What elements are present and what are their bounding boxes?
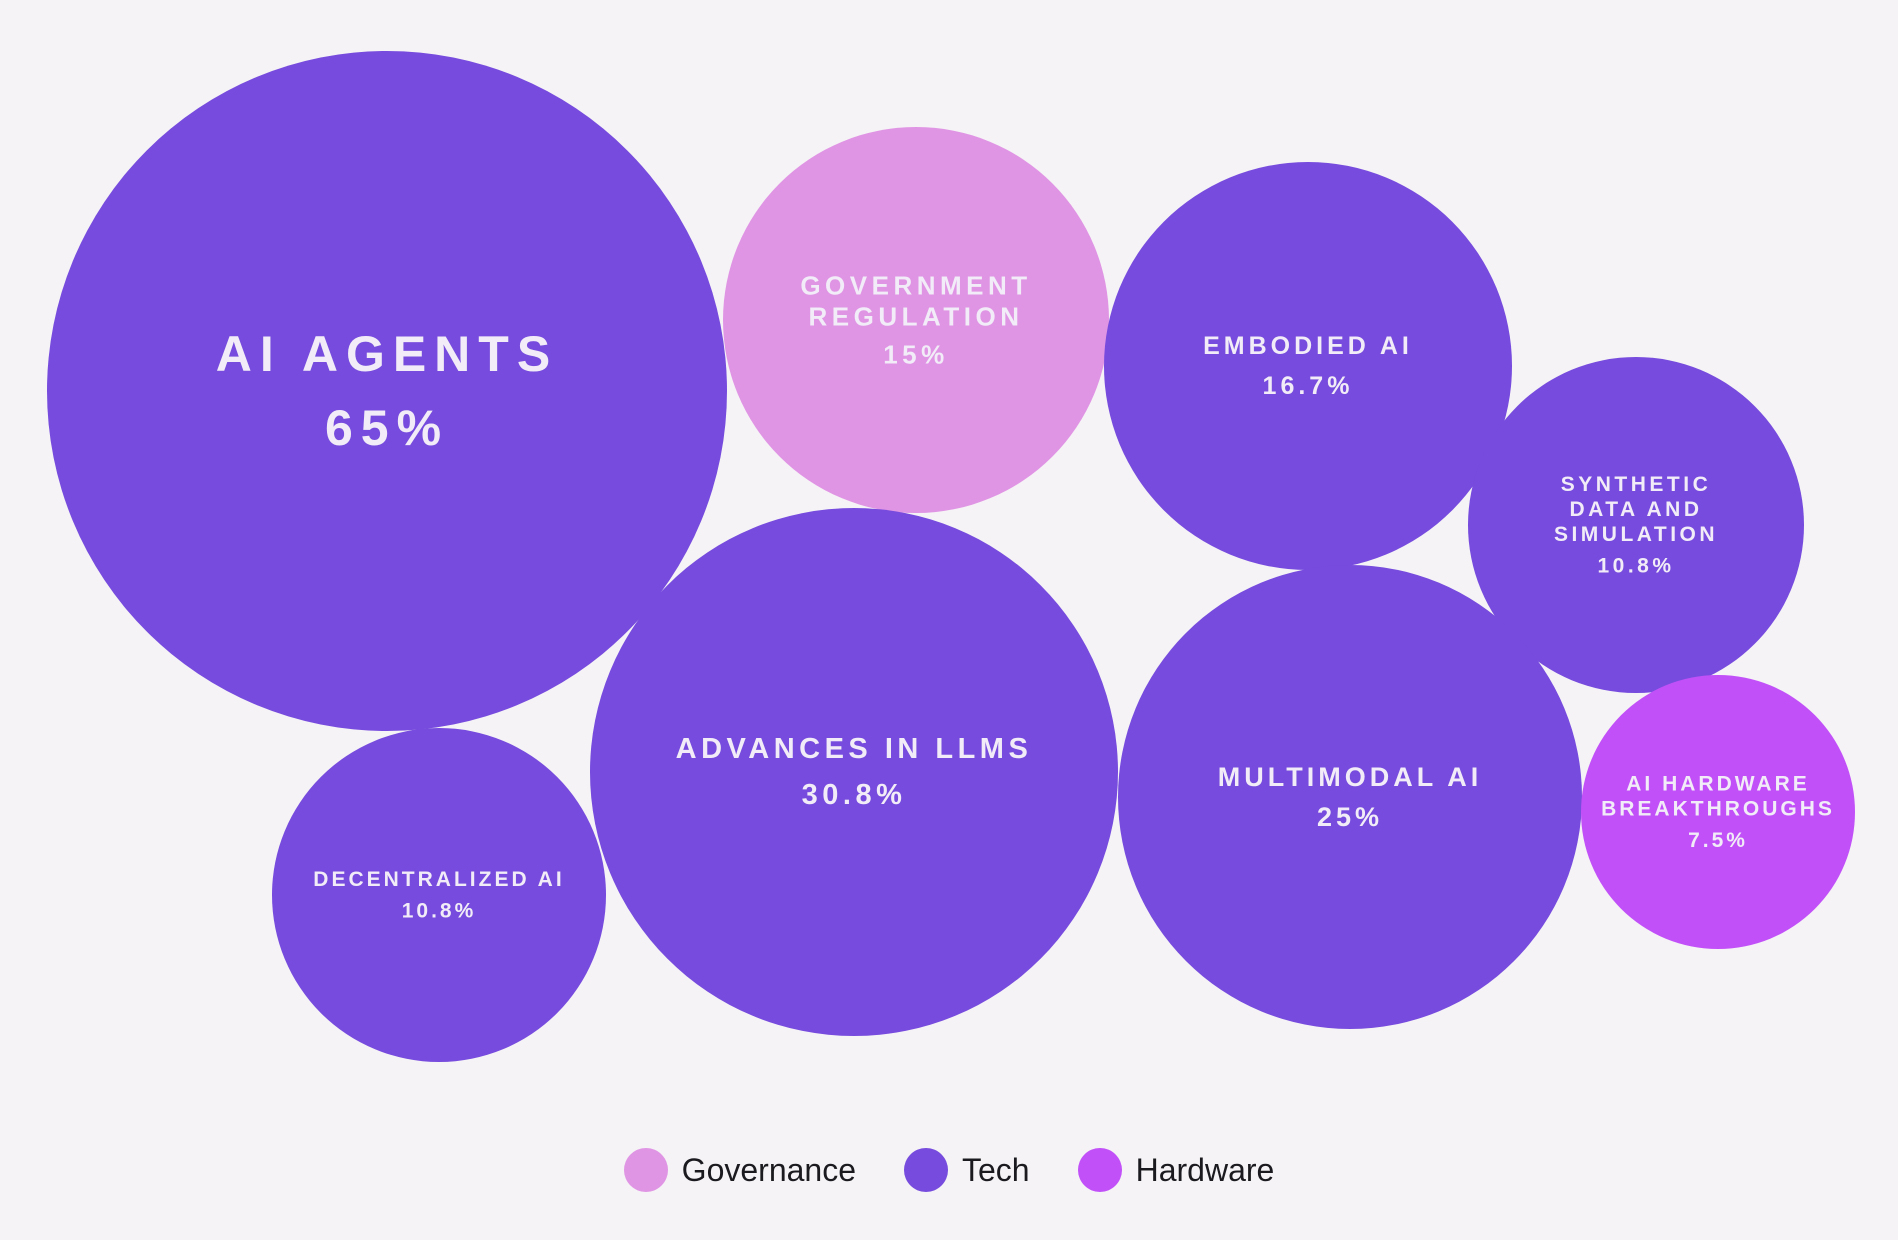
legend-item-tech: Tech [904,1148,1030,1192]
legend-item-governance: Governance [623,1148,856,1192]
legend-label: Tech [962,1151,1030,1188]
legend-item-hardware: Hardware [1077,1148,1275,1192]
legend-swatch-icon [623,1148,668,1192]
bubble-value-label: 16.7% [1263,372,1354,400]
bubble-value-label: 7.5% [1688,829,1748,852]
bubble-value-label: 15% [883,340,949,370]
bubble-circle [272,728,606,1062]
bubble-circle [47,51,727,731]
bubble-name-label: SYNTHETIC DATA AND SIMULATION [1554,472,1718,545]
bubble-name-label: ADVANCES IN LLMS [676,733,1033,765]
bubble-ai-hardware-breakthroughs: AI HARDWARE BREAKTHROUGHS 7.5% [1581,675,1855,949]
bubble-multimodal-ai: MULTIMODAL AI 25% [1118,565,1582,1029]
bubble-value-label: 10.8% [1597,555,1674,578]
bubble-circle [1581,675,1855,949]
bubble-value-label: 30.8% [802,779,907,811]
legend-label: Governance [681,1151,856,1188]
bubble-name-label: DECENTRALIZED AI [313,868,564,891]
bubble-name-label: AI AGENTS [216,326,558,382]
bubble-value-label: 25% [1317,802,1383,832]
bubble-ai-agents: AI AGENTS 65% [47,51,727,731]
bubble-circle [1104,162,1512,570]
bubble-decentralized-ai: DECENTRALIZED AI 10.8% [272,728,606,1062]
bubble-advances-in-llms: ADVANCES IN LLMS 30.8% [590,508,1118,1036]
bubble-circle [1468,357,1804,693]
bubble-circle [1118,565,1582,1029]
bubble-circle [590,508,1118,1036]
bubble-value-label: 65% [325,400,449,456]
legend: Governance Tech Hardware [0,1145,1898,1195]
bubble-name-label: EMBODIED AI [1203,332,1413,360]
legend-label: Hardware [1135,1151,1275,1188]
bubble-government-regulation: GOVERNMENT REGULATION 15% [723,127,1109,513]
bubble-embodied-ai: EMBODIED AI 16.7% [1104,162,1512,570]
bubble-name-label: MULTIMODAL AI [1218,762,1482,792]
legend-swatch-icon [904,1148,948,1192]
bubble-circle [723,127,1109,513]
bubble-value-label: 10.8% [402,900,477,923]
legend-swatch-icon [1077,1148,1122,1192]
bubble-name-label: AI HARDWARE BREAKTHROUGHS [1601,772,1835,820]
bubble-synthetic-data-and-simulation: SYNTHETIC DATA AND SIMULATION 10.8% [1468,357,1804,693]
bubble-name-label: GOVERNMENT REGULATION [800,270,1031,331]
